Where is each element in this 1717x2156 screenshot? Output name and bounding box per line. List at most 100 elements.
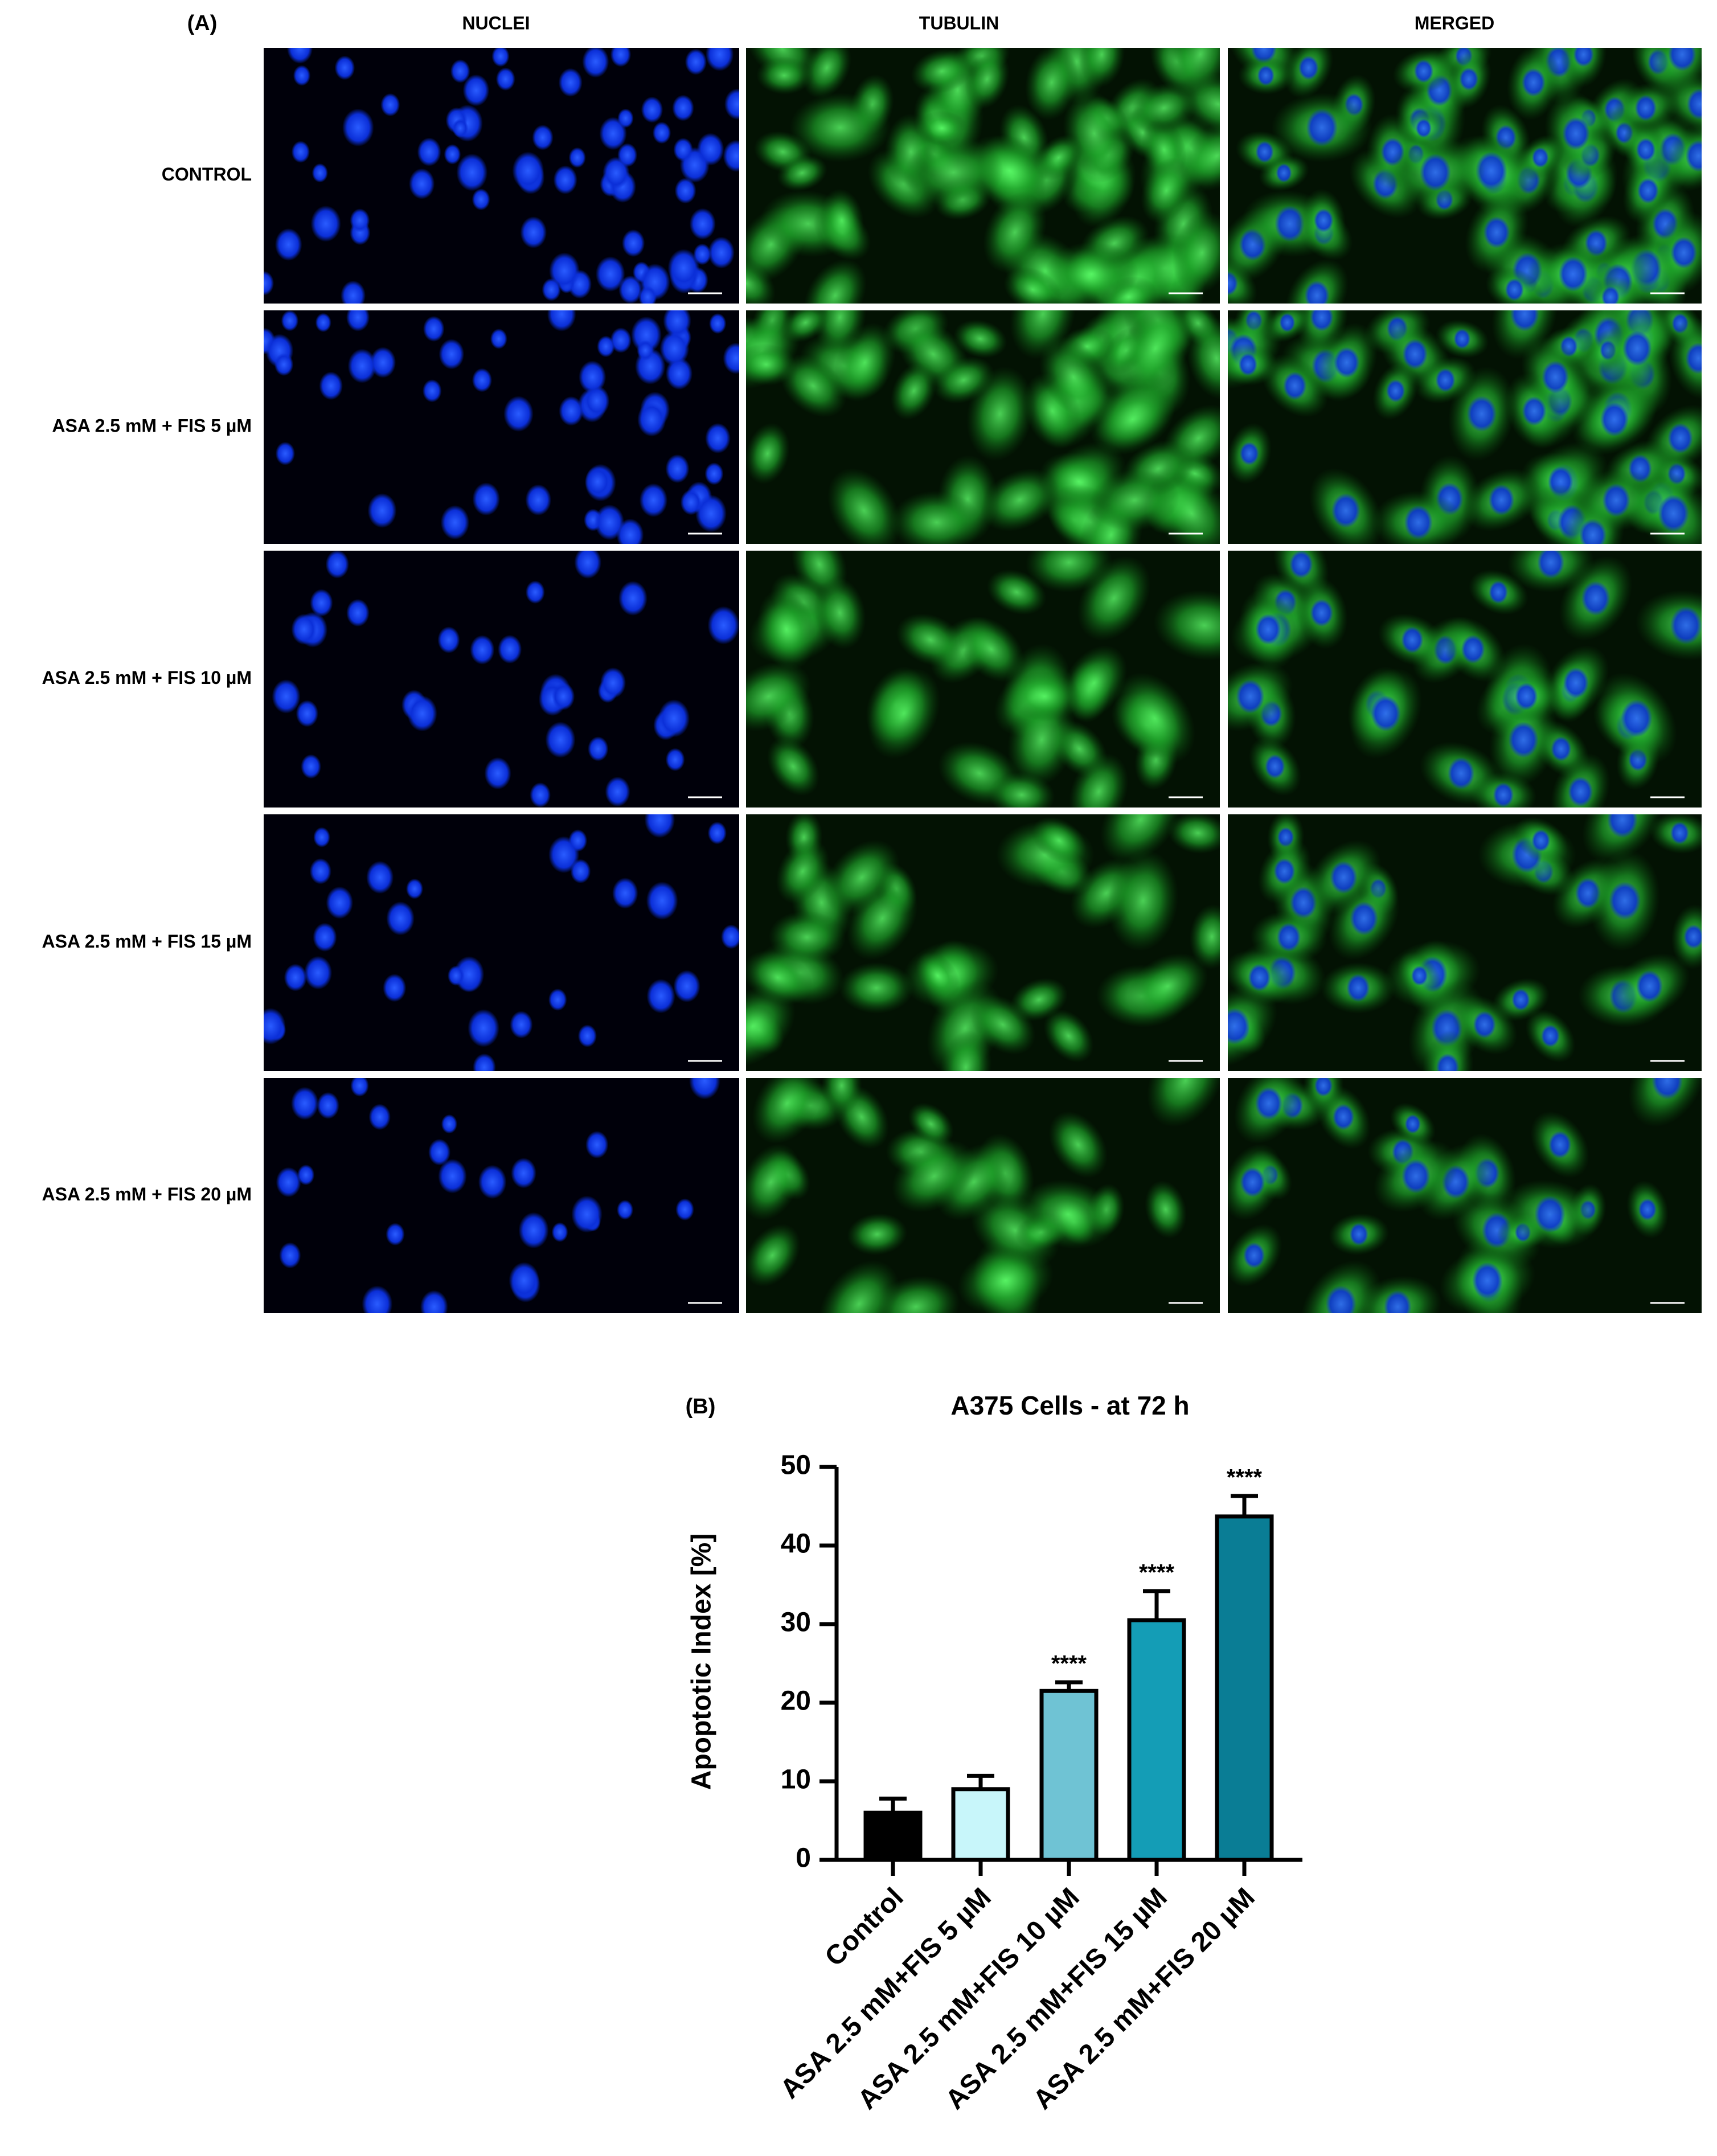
micrograph (746, 814, 1220, 1071)
cell-body (776, 838, 830, 904)
nucleus (1609, 882, 1641, 920)
cell-body (814, 576, 866, 650)
nucleus (658, 699, 690, 737)
nucleus (309, 858, 331, 884)
nucleus (617, 1200, 634, 1220)
nucleus (659, 330, 690, 366)
nucleus (1488, 484, 1515, 516)
nucleus (274, 228, 302, 261)
cell-body (932, 356, 995, 404)
cell-body (756, 56, 812, 95)
nucleus (600, 667, 626, 699)
nucleus (1334, 347, 1360, 378)
nucleus (646, 979, 675, 1014)
nucleus (617, 143, 638, 167)
nucleus (264, 270, 274, 296)
nucleus (1310, 599, 1334, 627)
cells (746, 48, 1220, 304)
nucleus (599, 117, 627, 150)
nucleus (346, 310, 370, 331)
nucleus (1453, 329, 1471, 349)
cell-body (821, 1078, 862, 1116)
micrograph (264, 310, 739, 544)
cell-body (777, 154, 827, 191)
nucleus (652, 121, 671, 144)
cell-body (1025, 48, 1079, 121)
nucleus (386, 1223, 405, 1246)
nucleus (281, 310, 299, 331)
cell-body (980, 468, 1059, 532)
nucleus (1255, 141, 1274, 163)
chart-title: A375 Cells - at 72 h (950, 1391, 1189, 1420)
nucleus (291, 613, 317, 645)
nucleus (1493, 782, 1514, 808)
nucleus (1459, 67, 1479, 91)
nucleus (367, 493, 397, 528)
nucleus (423, 315, 445, 342)
cells (264, 48, 739, 304)
micrograph (1228, 551, 1702, 808)
nucleus (622, 229, 645, 257)
row-label: ASA 2.5 mM + FIS 5 µM (52, 415, 252, 436)
nucleus (1276, 163, 1292, 183)
nucleus (490, 329, 507, 349)
cell-body (768, 911, 846, 964)
nucleus (665, 748, 685, 772)
nucleus (350, 1078, 369, 1097)
nucleus (448, 965, 465, 986)
nucleus (1581, 581, 1611, 616)
nucleus (440, 505, 470, 540)
nucleus (597, 335, 615, 358)
nucleus (380, 93, 400, 117)
cell-body (789, 92, 891, 163)
nucleus (293, 65, 311, 86)
cell-body (827, 468, 901, 544)
y-tick-label: 20 (781, 1686, 811, 1716)
nucleus (1331, 493, 1361, 528)
y-tick-label: 0 (796, 1843, 811, 1874)
nucleus (498, 634, 522, 664)
nucleus (509, 1262, 540, 1299)
nucleus (1350, 901, 1379, 936)
nucleus (370, 347, 396, 378)
nucleus (510, 1011, 533, 1039)
nucleus (559, 396, 584, 426)
nucleus (708, 236, 735, 269)
cell-body (746, 985, 796, 1068)
nucleus (1228, 1008, 1250, 1045)
nucleus (1683, 924, 1702, 949)
nucleus (618, 275, 642, 304)
cell-body (1100, 814, 1181, 863)
nucleus (585, 466, 610, 497)
nucleus (574, 551, 602, 579)
cell-body (1048, 1111, 1108, 1178)
nucleus (644, 814, 675, 838)
cell-body (1167, 814, 1220, 854)
nucleus (1435, 368, 1456, 392)
cell-body (953, 319, 1007, 358)
cell-body (896, 613, 965, 667)
nucleus (1273, 858, 1296, 884)
cell-body (957, 1245, 1054, 1313)
nucleus (1658, 494, 1690, 532)
cell-body (908, 1102, 954, 1146)
nucleus (525, 580, 545, 604)
y-tick-label: 40 (781, 1529, 811, 1559)
nucleus (450, 59, 470, 83)
nucleus (582, 48, 609, 78)
cell-body (970, 994, 1036, 1055)
nucleus (350, 208, 370, 232)
nucleus (291, 1087, 319, 1120)
nucleus (439, 339, 465, 370)
nucleus (1534, 1195, 1566, 1233)
nucleus (1472, 1262, 1503, 1299)
nucleus (511, 1158, 536, 1188)
micrograph (1228, 814, 1702, 1071)
cell-body (1167, 48, 1220, 99)
nucleus (579, 360, 607, 394)
nucleus (525, 484, 552, 516)
nucleus (279, 1242, 301, 1269)
cell-body (1010, 310, 1076, 359)
cell-body (1172, 211, 1220, 295)
nucleus (342, 108, 374, 147)
